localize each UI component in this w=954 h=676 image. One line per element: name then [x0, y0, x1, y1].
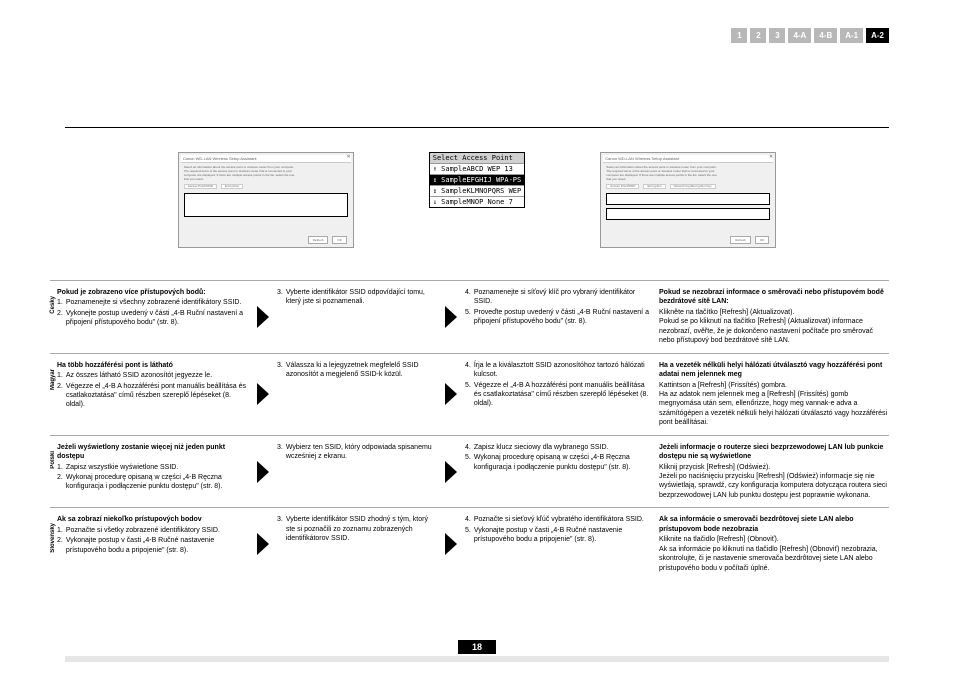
- arrow-icon: [257, 383, 269, 405]
- page-tab[interactable]: 3: [769, 28, 785, 43]
- top-divider: [65, 127, 889, 128]
- paragraph: Ha az adatok nem jelennek meg a [Refresh…: [659, 390, 889, 428]
- close-icon: ✕: [347, 154, 351, 160]
- arrow-icon: [445, 461, 457, 483]
- list-item: 5.Végezze el „4-B A hozzáférési pont man…: [465, 381, 653, 409]
- arrow-icon: [257, 306, 269, 328]
- list-item: 5.Proveďte postup uvedený v části „4-B R…: [465, 308, 653, 327]
- list-item: 2.Wykonaj procedurę opisaną w części „4-…: [57, 473, 249, 492]
- page-tab[interactable]: 2: [750, 28, 766, 43]
- paragraph: Pokud se po kliknutí na tlačítko [Refres…: [659, 317, 889, 345]
- arrow-icon: [445, 306, 457, 328]
- ap-row[interactable]: ↕ SampleEFGHIJ WPA-PS: [430, 175, 525, 186]
- dialog-field: [606, 193, 770, 205]
- lang-label: Česky: [50, 288, 57, 322]
- refresh-button[interactable]: Refresh: [730, 236, 751, 244]
- bottom-shade: [65, 656, 889, 662]
- dialog-1: Canon WD-LAN Wireless Setup Assistant ✕ …: [178, 152, 354, 248]
- list-item: 3.Vyberte identifikátor SSID zhodný s tý…: [277, 515, 437, 543]
- page-number: 18: [458, 640, 496, 654]
- page-nav: 1234-A4-BA-1A-2: [731, 28, 889, 43]
- list-item: 1.Poznačte si všetky zobrazené identifik…: [57, 526, 249, 535]
- lang-section: MagyarHa több hozzáférési pont is láthat…: [50, 353, 889, 435]
- page-tab[interactable]: 4-A: [788, 28, 811, 43]
- paragraph: Kliknite na tlačidlo [Refresh] (Obnoviť)…: [659, 535, 889, 544]
- section-heading: Ak sa informácie o smerovači bezdrôtovej…: [659, 515, 889, 534]
- list-item: 1.Poznamenejte si všechny zobrazené iden…: [57, 298, 249, 307]
- list-item: 1.Az összes látható SSID azonosítót jegy…: [57, 371, 249, 380]
- list-item: 3.Vyberte identifikátor SSID odpovídajíc…: [277, 288, 437, 307]
- dialog-field: [184, 193, 348, 217]
- list-item: 2.Vykonejte postup uvedený v části „4-B …: [57, 309, 249, 328]
- list-item: 2.Végezze el „4-B A hozzáférési pont man…: [57, 382, 249, 410]
- section-heading: Pokud se nezobrazí informace o směrovači…: [659, 288, 889, 307]
- paragraph: Jeżeli po naciśnięciu przycisku [Refresh…: [659, 472, 889, 500]
- ok-button[interactable]: OK: [755, 236, 769, 244]
- dialog-field: [606, 208, 770, 220]
- dialog-tab: Access Point/SSID: [184, 184, 217, 190]
- paragraph: Kliknij przycisk [Refresh] (Odśwież).: [659, 463, 889, 472]
- refresh-button[interactable]: Refresh: [308, 236, 329, 244]
- arrow-icon: [257, 533, 269, 555]
- dialog-title: Canon WD-LAN Wireless Setup Assistant: [181, 155, 351, 163]
- content: ČeskyPokud je zobrazeno více přístupovýc…: [50, 280, 889, 580]
- paragraph: Ak sa informácie po kliknutí na tlačidlo…: [659, 545, 889, 573]
- list-item: 3.Wybierz ten SSID, który odpowiada spis…: [277, 443, 437, 462]
- dialog-2: Canon WD-LAN Wireless Setup Assistant ✕ …: [600, 152, 776, 248]
- lang-section: SlovenskyAk sa zobrazí niekoľko prístupo…: [50, 507, 889, 580]
- list-item: 5.Vykonajte postup v časti „4-B Ručné na…: [465, 526, 653, 545]
- list-item: 4.Poznačte si sieťový kľúč vybratého ide…: [465, 515, 653, 524]
- section-heading: Ha több hozzáférési pont is látható: [57, 361, 249, 370]
- section-heading: Ak sa zobrazí niekoľko prístupových bodo…: [57, 515, 249, 524]
- lang-label: Polski: [50, 443, 57, 477]
- ap-row[interactable]: ↑ SampleABCD WEP 13: [430, 164, 525, 175]
- paragraph: Klikněte na tlačítko [Refresh] (Aktualiz…: [659, 308, 889, 317]
- section-heading: Pokud je zobrazeno více přístupových bod…: [57, 288, 249, 297]
- dialog-tab: Encryption: [643, 184, 665, 190]
- list-item: 2.Vykonajte postup v časti „4-B Ručné na…: [57, 536, 249, 555]
- ap-list-header: Select Access Point: [430, 153, 525, 164]
- paragraph: Kattintson a [Refresh] (Frissítés) gombr…: [659, 381, 889, 390]
- dialog-body: Select an information about the access p…: [603, 163, 773, 223]
- list-item: 4.Zapisz klucz sieciowy dla wybranego SS…: [465, 443, 653, 452]
- dialog-tab: Network Key/Encryption Key: [670, 184, 716, 190]
- page-tab[interactable]: 1: [731, 28, 747, 43]
- dialog-blurb: Select an information about the access p…: [606, 166, 770, 182]
- page-tab[interactable]: A-1: [840, 28, 863, 43]
- section-heading: Ha a vezeték nélküli helyi hálózati útvá…: [659, 361, 889, 380]
- dialog-body: Select an information about the access p…: [181, 163, 351, 220]
- lang-section: PolskiJeżeli wyświetlony zostanie więcej…: [50, 435, 889, 508]
- page-tab[interactable]: 4-B: [814, 28, 837, 43]
- section-heading: Jeżeli informacje o routerze sieci bezpr…: [659, 443, 889, 462]
- lang-label: Magyar: [50, 361, 57, 398]
- dialog-blurb: Select an information about the access p…: [184, 166, 348, 182]
- figures-row: Canon WD-LAN Wireless Setup Assistant ✕ …: [0, 152, 954, 248]
- page-tab[interactable]: A-2: [866, 28, 889, 43]
- lang-label: Slovensky: [50, 515, 57, 561]
- ok-button[interactable]: OK: [332, 236, 346, 244]
- list-item: 1.Zapisz wszystkie wyświetlone SSID.: [57, 463, 249, 472]
- list-item: 5.Wykonaj procedurę opisaną w części „4-…: [465, 453, 653, 472]
- arrow-icon: [445, 383, 457, 405]
- lang-section: ČeskyPokud je zobrazeno více přístupovýc…: [50, 280, 889, 353]
- dialog-tabs: Access Point/SSID Encryption: [184, 184, 348, 190]
- dialog-tabs: Access Point/SSID Encryption Network Key/E…: [606, 184, 770, 190]
- access-point-list: Select Access Point ↑ SampleABCD WEP 13↕…: [429, 152, 526, 208]
- dialog-tab: Access Point/SSID: [606, 184, 639, 190]
- ap-row[interactable]: ↓ SampleMNOP None 7: [430, 197, 525, 207]
- ap-row[interactable]: ↕ SampleKLMNOPQRS WEP: [430, 186, 525, 197]
- dialog-tab: Encryption: [221, 184, 243, 190]
- list-item: 3.Válassza ki a lejegyzetnek megfelelő S…: [277, 361, 437, 380]
- arrow-icon: [257, 461, 269, 483]
- arrow-icon: [445, 533, 457, 555]
- list-item: 4.Írja le a kiválasztott SSID azonosítóh…: [465, 361, 653, 380]
- dialog-title: Canon WD-LAN Wireless Setup Assistant: [603, 155, 773, 163]
- section-heading: Jeżeli wyświetlony zostanie więcej niż j…: [57, 443, 249, 462]
- close-icon: ✕: [769, 154, 773, 160]
- list-item: 4.Poznamenejte si síťový klíč pro vybran…: [465, 288, 653, 307]
